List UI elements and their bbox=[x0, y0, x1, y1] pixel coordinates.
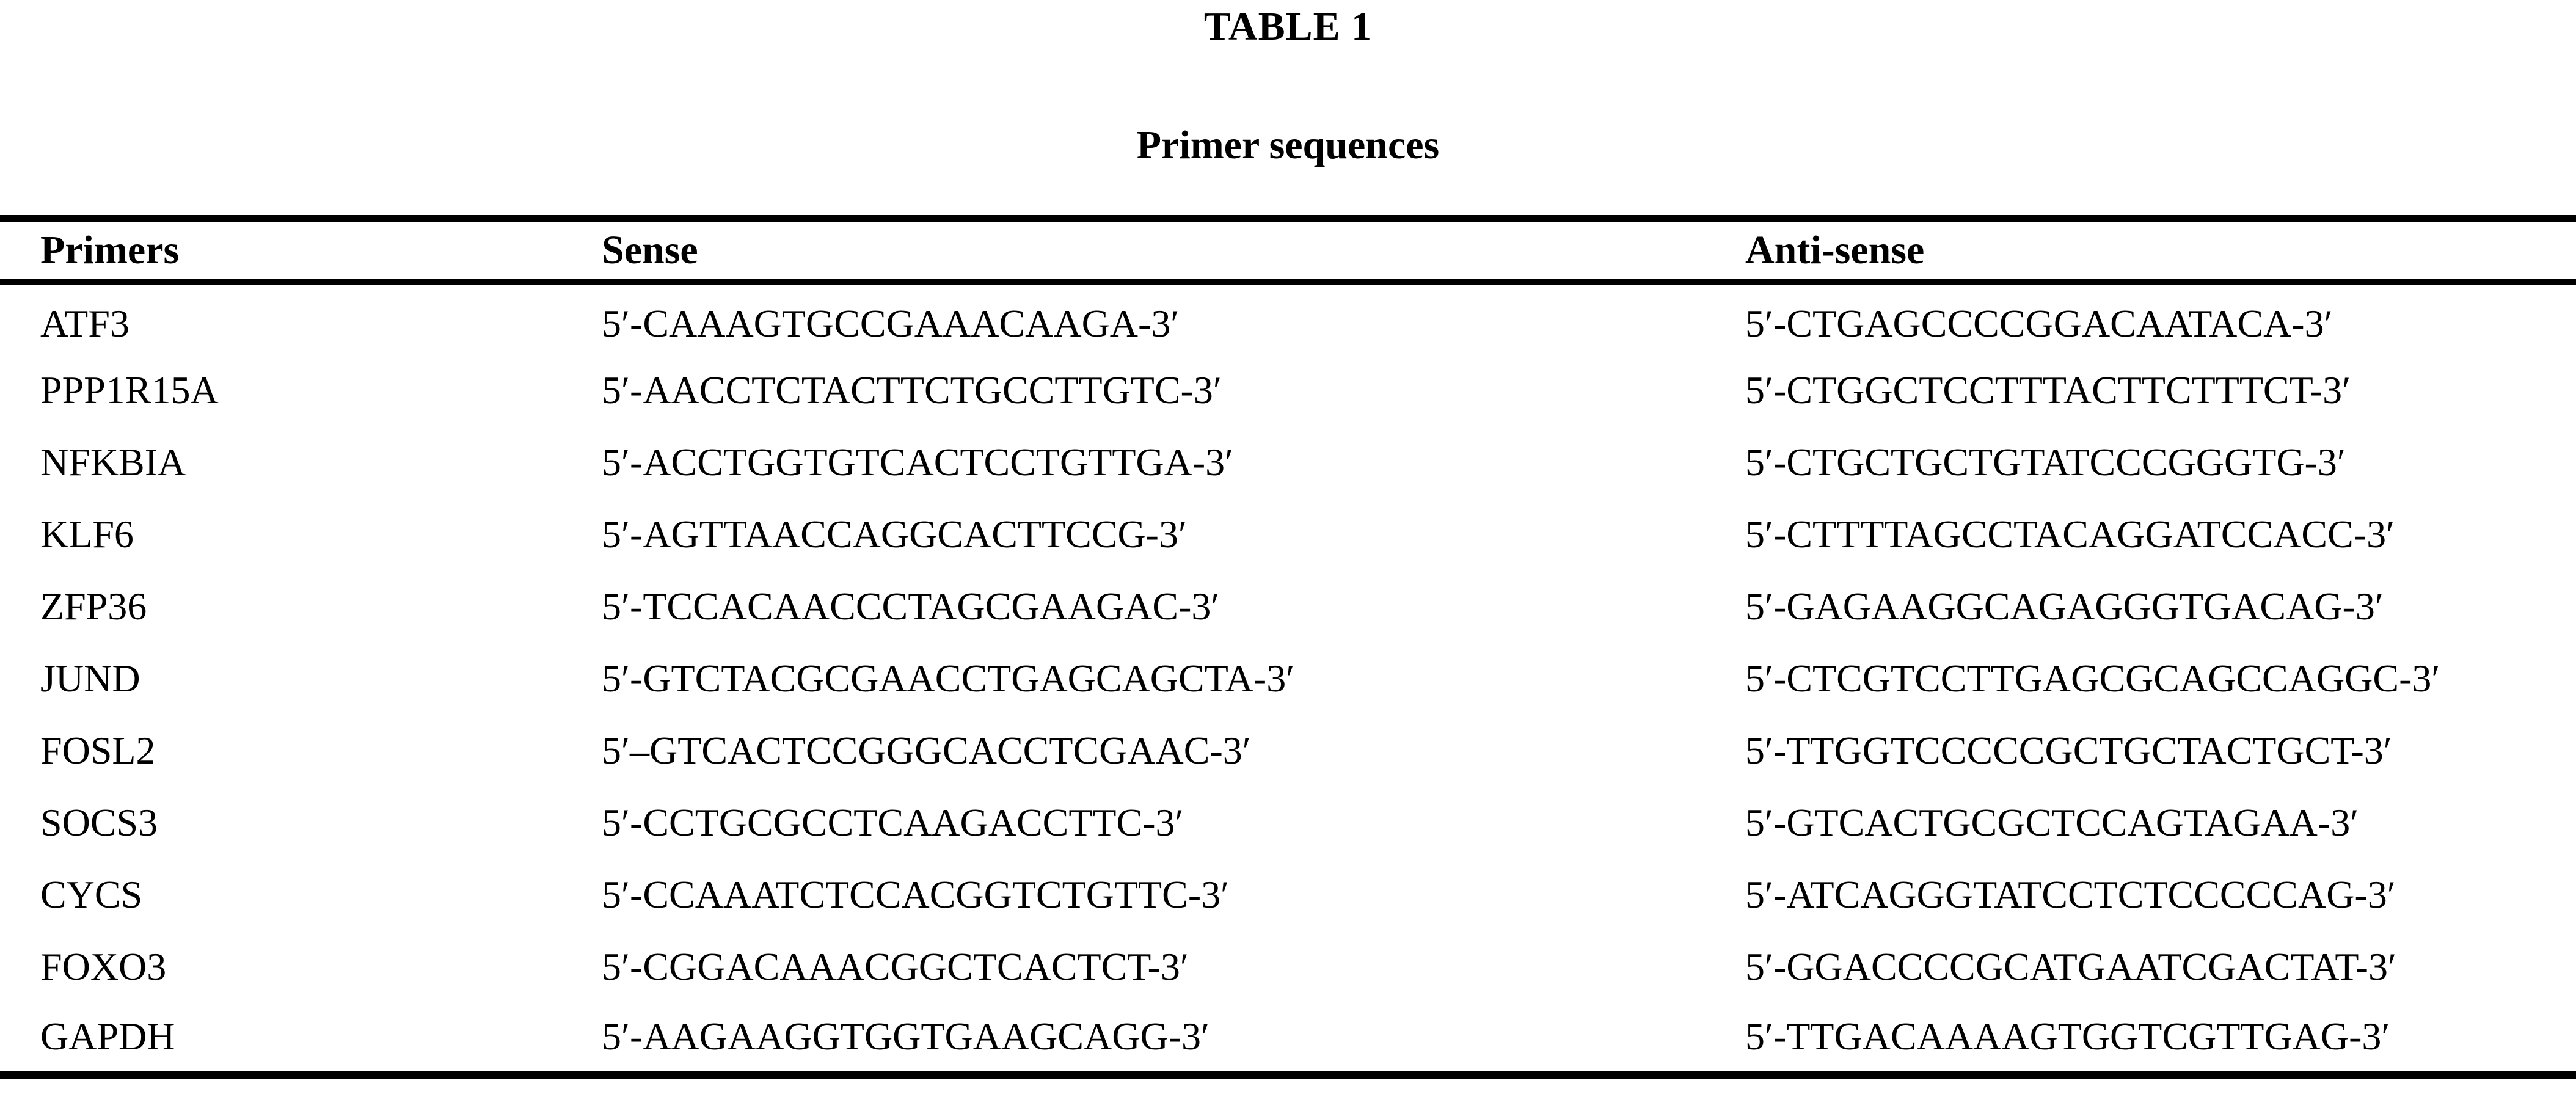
antisense-cell: 5′-CTGCTGCTGTATCCCGGGTG-3′ bbox=[1745, 440, 2346, 484]
table-row: FOXO3 5′-CGGACAAACGGCTCACTCT-3′ 5′-GGACC… bbox=[0, 931, 2576, 1003]
sense-cell: 5′-CCTGCGCCTCAAGACCTTC-3′ bbox=[602, 800, 1184, 844]
primer-name-cell: CYCS bbox=[40, 872, 143, 916]
table-row: JUND 5′-GTCTACGCGAACCTGAGCAGCTA-3′ 5′-CT… bbox=[0, 643, 2576, 715]
antisense-cell: 5′-CTTTTAGCCTACAGGATCCACC-3′ bbox=[1745, 512, 2395, 556]
antisense-cell: 5′-TTGGTCCCCCGCTGCTACTGCT-3′ bbox=[1745, 728, 2392, 772]
primer-name-cell: FOXO3 bbox=[40, 944, 167, 988]
column-header-sense: Sense bbox=[602, 218, 1745, 285]
primer-name-cell: ATF3 bbox=[40, 302, 130, 345]
antisense-cell: 5′-CTCGTCCTTGAGCGCAGCCAGGC-3′ bbox=[1745, 656, 2440, 700]
page-title: TABLE 1 bbox=[1203, 4, 1373, 49]
sense-cell: 5′-AGTTAACCAGGCACTTCCG-3′ bbox=[602, 512, 1187, 556]
table-row: NFKBIA 5′-ACCTGGTGTCACTCCTGTTGA-3′ 5′-CT… bbox=[0, 426, 2576, 498]
antisense-cell: 5′-ATCAGGGTATCCTCTCCCCCAG-3′ bbox=[1745, 872, 2396, 916]
sense-cell: 5′–GTCACTCCGGGCACCTCGAAC-3′ bbox=[602, 728, 1251, 772]
table-row: ZFP36 5′-TCCACAACCCTAGCGAAGAC-3′ 5′-GAGA… bbox=[0, 570, 2576, 643]
antisense-cell: 5′-TTGACAAAAGTGGTCGTTGAG-3′ bbox=[1745, 1015, 2390, 1059]
table-header-row: Primers Sense Anti-sense bbox=[0, 218, 2576, 285]
sense-cell: 5′-AAGAAGGTGGTGAAGCAGG-3′ bbox=[602, 1015, 1210, 1059]
antisense-cell: 5′-GTCACTGCGCTCCAGTAGAA-3′ bbox=[1745, 800, 2359, 844]
antisense-cell: 5′-CTGGCTCCTTTACTTCTTTCT-3′ bbox=[1745, 368, 2351, 412]
antisense-cell: 5′-CTGAGCCCCGGACAATACA-3′ bbox=[1745, 302, 2333, 345]
column-header-primers: Primers bbox=[0, 218, 602, 285]
sense-cell: 5′-CGGACAAACGGCTCACTCT-3′ bbox=[602, 944, 1189, 988]
table-row: FOSL2 5′–GTCACTCCGGGCACCTCGAAC-3′ 5′-TTG… bbox=[0, 715, 2576, 787]
table-row: PPP1R15A 5′-AACCTCTACTTCTGCCTTGTC-3′ 5′-… bbox=[0, 354, 2576, 426]
table-subtitle: Primer sequences bbox=[1136, 123, 1440, 167]
primer-table: Primers Sense Anti-sense ATF3 5′-CAAAGTG… bbox=[0, 215, 2576, 1079]
sense-cell: 5′-GTCTACGCGAACCTGAGCAGCTA-3′ bbox=[602, 656, 1295, 700]
sense-cell: 5′-CCAAATCTCCACGGTCTGTTC-3′ bbox=[602, 872, 1230, 916]
primer-name-cell: FOSL2 bbox=[40, 728, 156, 772]
primer-name-cell: SOCS3 bbox=[40, 800, 158, 844]
primer-name-cell: GAPDH bbox=[40, 1015, 175, 1059]
table-row: CYCS 5′-CCAAATCTCCACGGTCTGTTC-3′ 5′-ATCA… bbox=[0, 859, 2576, 931]
column-header-antisense: Anti-sense bbox=[1745, 218, 2576, 285]
antisense-cell: 5′-GAGAAGGCAGAGGGTGACAG-3′ bbox=[1745, 584, 2384, 628]
table-row: GAPDH 5′-AAGAAGGTGGTGAAGCAGG-3′ 5′-TTGAC… bbox=[0, 1003, 2576, 1075]
table-row: ATF3 5′-CAAAGTGCCGAAACAAGA-3′ 5′-CTGAGCC… bbox=[0, 282, 2576, 354]
sense-cell: 5′-ACCTGGTGTCACTCCTGTTGA-3′ bbox=[602, 440, 1234, 484]
table-row: KLF6 5′-AGTTAACCAGGCACTTCCG-3′ 5′-CTTTTA… bbox=[0, 498, 2576, 570]
primer-name-cell: PPP1R15A bbox=[40, 368, 219, 412]
primer-name-cell: KLF6 bbox=[40, 512, 134, 556]
antisense-cell: 5′-GGACCCCGCATGAATCGACTAT-3′ bbox=[1745, 944, 2396, 988]
primer-name-cell: NFKBIA bbox=[40, 440, 186, 484]
table-row: SOCS3 5′-CCTGCGCCTCAAGACCTTC-3′ 5′-GTCAC… bbox=[0, 787, 2576, 859]
sense-cell: 5′-TCCACAACCCTAGCGAAGAC-3′ bbox=[602, 584, 1220, 628]
primer-name-cell: ZFP36 bbox=[40, 584, 147, 628]
sense-cell: 5′-AACCTCTACTTCTGCCTTGTC-3′ bbox=[602, 368, 1222, 412]
primer-name-cell: JUND bbox=[40, 656, 140, 700]
sense-cell: 5′-CAAAGTGCCGAAACAAGA-3′ bbox=[602, 302, 1180, 345]
